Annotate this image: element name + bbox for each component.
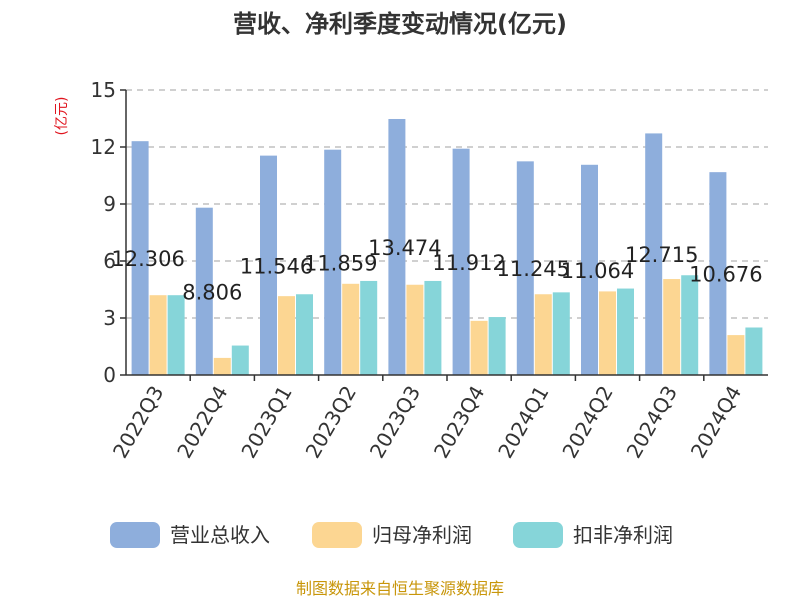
- bar: [149, 295, 167, 375]
- bar: [599, 291, 616, 375]
- data-label: 10.676: [689, 263, 762, 287]
- data-label: 12.306: [111, 247, 184, 271]
- bar: [388, 118, 406, 375]
- x-tick-label: 2024Q3: [622, 382, 682, 463]
- bar: [727, 335, 745, 375]
- x-tick-label: 2022Q3: [108, 382, 168, 463]
- bar: [424, 280, 442, 375]
- x-tick-label: 2023Q1: [236, 382, 296, 463]
- data-label: 8.806: [182, 280, 242, 304]
- y-tick-label: 12: [91, 135, 116, 159]
- bar: [167, 295, 185, 375]
- bar: [470, 320, 488, 375]
- bar: [195, 207, 213, 375]
- bar: [645, 133, 663, 375]
- legend-swatch: [513, 522, 563, 548]
- bar: [278, 296, 295, 375]
- x-tick-label: 2024Q1: [493, 382, 553, 463]
- x-tick-label: 2023Q3: [365, 382, 425, 463]
- bar: [516, 161, 534, 375]
- bar: [681, 275, 699, 375]
- x-tick-label: 2024Q4: [686, 382, 746, 463]
- bar: [552, 292, 570, 375]
- data-label: 11.245: [497, 257, 570, 281]
- bar: [709, 172, 727, 375]
- data-label: 13.474: [368, 236, 441, 260]
- x-tick-label: 2023Q2: [301, 382, 361, 463]
- bar: [260, 155, 277, 375]
- bar: [324, 149, 342, 375]
- x-tick-label: 2024Q2: [557, 382, 617, 463]
- bar: [488, 317, 506, 375]
- bars: [131, 118, 763, 375]
- legend-swatch: [110, 522, 160, 548]
- bar: [745, 327, 763, 375]
- x-tick-label: 2022Q4: [172, 382, 232, 463]
- bar: [231, 345, 249, 375]
- y-tick-label: 9: [103, 192, 116, 216]
- y-tick-label: 6: [103, 249, 116, 273]
- data-labels: 12.306 8.80611.54611.85913.47411.91211.24…: [111, 236, 762, 304]
- bar: [617, 288, 634, 375]
- legend-swatch: [312, 522, 362, 548]
- bar: [213, 357, 231, 375]
- legend-label: 营业总收入: [170, 523, 270, 547]
- bar: [406, 284, 424, 375]
- data-label: 11.859: [304, 251, 377, 275]
- bar: [452, 148, 470, 375]
- grid-lines: [126, 89, 768, 319]
- y-axis-label: (亿元): [54, 97, 70, 136]
- data-label: 11.912: [432, 251, 505, 275]
- legend-label: 扣非净利润: [573, 523, 673, 547]
- data-label: 11.546: [240, 254, 313, 278]
- y-tick-label: 3: [103, 306, 116, 330]
- bar: [296, 294, 313, 375]
- bar: [581, 164, 598, 375]
- y-tick-label: 0: [103, 363, 116, 387]
- legend-label: 归母净利润: [372, 523, 472, 547]
- bar: [342, 283, 360, 375]
- data-label: 12.715: [625, 243, 698, 267]
- bar: [663, 279, 681, 375]
- bar: [534, 294, 552, 375]
- data-label: 11.064: [561, 259, 634, 283]
- chart-title: 营收、净利季度变动情况(亿元): [233, 10, 567, 38]
- y-tick-label: 15: [91, 78, 116, 102]
- bar: [360, 280, 378, 375]
- x-tick-label: 2023Q4: [429, 381, 489, 462]
- source-note: 制图数据来自恒生聚源数据库: [296, 579, 504, 598]
- bar: [131, 141, 149, 375]
- legend: 营业总收入 归母净利润 扣非净利润: [110, 522, 673, 548]
